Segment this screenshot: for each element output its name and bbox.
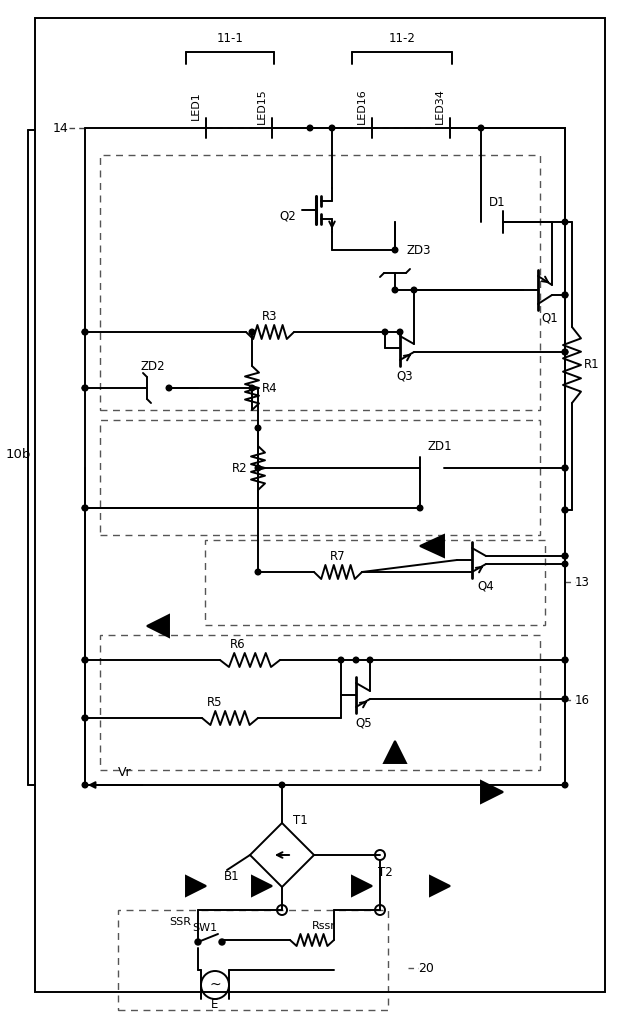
Text: R2: R2 xyxy=(232,461,248,475)
Bar xyxy=(205,540,545,625)
Circle shape xyxy=(562,507,568,513)
Circle shape xyxy=(82,715,88,721)
Text: R4: R4 xyxy=(262,381,278,394)
Polygon shape xyxy=(186,876,206,896)
Circle shape xyxy=(562,507,568,513)
Circle shape xyxy=(562,219,568,225)
Circle shape xyxy=(249,385,255,390)
Text: Vr: Vr xyxy=(118,767,132,780)
Text: ZD3: ZD3 xyxy=(407,243,431,257)
Text: ~: ~ xyxy=(209,977,221,992)
Circle shape xyxy=(82,782,88,788)
Text: SSR: SSR xyxy=(169,917,191,927)
Circle shape xyxy=(397,330,403,335)
Circle shape xyxy=(82,385,88,390)
Circle shape xyxy=(562,697,568,702)
Text: R1: R1 xyxy=(584,359,600,371)
Text: D1: D1 xyxy=(489,196,506,209)
Circle shape xyxy=(219,939,225,945)
Circle shape xyxy=(382,330,388,335)
Circle shape xyxy=(562,561,568,567)
Circle shape xyxy=(82,715,88,721)
Circle shape xyxy=(195,939,201,945)
Circle shape xyxy=(562,349,568,355)
Circle shape xyxy=(562,465,568,470)
Text: LED16: LED16 xyxy=(357,88,367,124)
Text: ZD1: ZD1 xyxy=(428,439,452,452)
Circle shape xyxy=(329,125,335,131)
Circle shape xyxy=(478,125,484,131)
Bar xyxy=(100,155,540,410)
Polygon shape xyxy=(420,535,444,557)
Circle shape xyxy=(82,385,88,390)
Text: T1: T1 xyxy=(292,813,307,826)
Circle shape xyxy=(338,657,344,663)
Circle shape xyxy=(249,330,255,335)
Circle shape xyxy=(353,657,359,663)
Text: Q2: Q2 xyxy=(280,210,296,222)
Text: 10b: 10b xyxy=(5,448,31,461)
Circle shape xyxy=(417,505,423,511)
Text: Q1: Q1 xyxy=(541,311,558,324)
Text: Rssr: Rssr xyxy=(312,921,336,931)
Circle shape xyxy=(412,287,417,293)
Circle shape xyxy=(367,657,372,663)
Text: SW1: SW1 xyxy=(193,923,218,933)
Text: R3: R3 xyxy=(262,309,278,322)
Bar xyxy=(35,18,605,992)
Circle shape xyxy=(82,330,88,335)
Text: Q4: Q4 xyxy=(477,579,494,592)
Text: 14: 14 xyxy=(52,122,68,135)
Text: Q5: Q5 xyxy=(356,717,372,729)
Circle shape xyxy=(562,782,568,788)
Circle shape xyxy=(562,697,568,702)
Circle shape xyxy=(255,425,261,431)
Polygon shape xyxy=(352,876,372,896)
Text: 13: 13 xyxy=(575,576,590,588)
Text: LED34: LED34 xyxy=(435,88,445,124)
Circle shape xyxy=(562,554,568,559)
Circle shape xyxy=(82,505,88,511)
Text: B1: B1 xyxy=(224,870,240,883)
Text: LED15: LED15 xyxy=(257,88,267,124)
Circle shape xyxy=(255,465,261,470)
Circle shape xyxy=(562,349,568,355)
Circle shape xyxy=(392,287,398,293)
Bar xyxy=(100,420,540,535)
Text: 16: 16 xyxy=(575,694,590,707)
Circle shape xyxy=(82,657,88,663)
Circle shape xyxy=(82,657,88,663)
Polygon shape xyxy=(252,876,272,896)
Text: 11-1: 11-1 xyxy=(216,32,243,46)
Text: Q3: Q3 xyxy=(397,369,413,382)
Text: 20: 20 xyxy=(418,961,434,974)
Text: R6: R6 xyxy=(230,638,246,651)
Text: 11-2: 11-2 xyxy=(388,32,415,46)
Circle shape xyxy=(255,569,261,575)
Polygon shape xyxy=(481,781,503,803)
Bar xyxy=(100,635,540,770)
Polygon shape xyxy=(384,741,406,763)
Circle shape xyxy=(562,657,568,663)
Text: T2: T2 xyxy=(378,867,392,879)
Circle shape xyxy=(562,554,568,559)
Circle shape xyxy=(82,505,88,511)
Circle shape xyxy=(307,125,313,131)
Circle shape xyxy=(562,292,568,298)
Circle shape xyxy=(562,465,568,470)
Circle shape xyxy=(166,385,172,390)
Bar xyxy=(118,910,388,1010)
Circle shape xyxy=(82,330,88,335)
Circle shape xyxy=(279,782,285,788)
Text: ZD2: ZD2 xyxy=(141,360,165,372)
Circle shape xyxy=(562,657,568,663)
Text: E: E xyxy=(211,999,219,1012)
Circle shape xyxy=(392,247,398,252)
Circle shape xyxy=(562,292,568,298)
Polygon shape xyxy=(147,615,169,637)
Text: R7: R7 xyxy=(330,550,346,563)
Text: LED1: LED1 xyxy=(191,91,201,121)
Polygon shape xyxy=(430,876,450,896)
Text: R5: R5 xyxy=(207,696,223,709)
